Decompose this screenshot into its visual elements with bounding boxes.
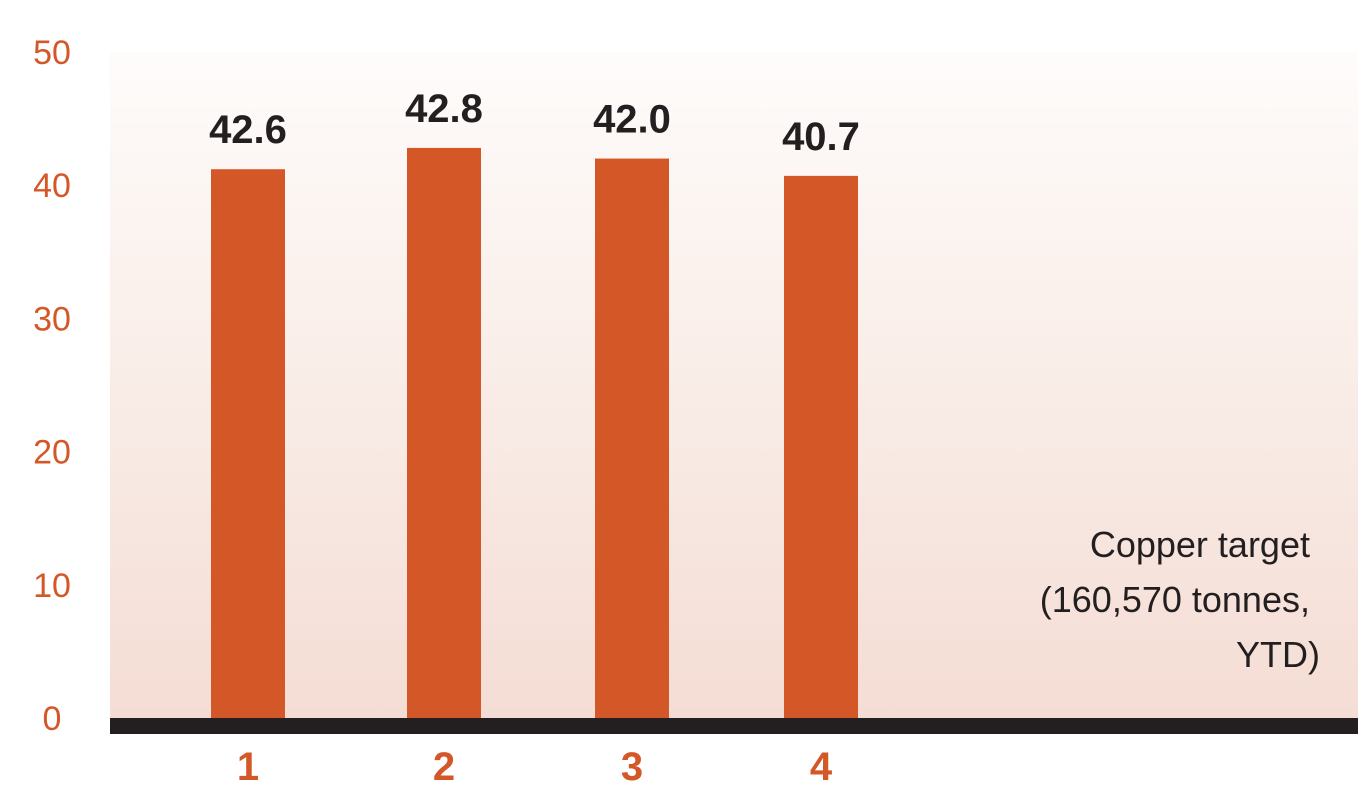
x-axis-ticks: 1 2 3 4 xyxy=(237,745,833,789)
bars xyxy=(211,147,858,719)
y-tick-label: 0 xyxy=(43,700,62,738)
x-tick-label-3: 3 xyxy=(621,745,643,789)
x-tick-label-2: 2 xyxy=(433,745,455,789)
plot-background xyxy=(110,52,1358,718)
bar-2 xyxy=(407,147,481,719)
x-axis-line xyxy=(110,718,1358,734)
y-tick-label: 10 xyxy=(33,567,71,605)
bar-4 xyxy=(784,175,858,719)
x-tick-label-4: 4 xyxy=(810,745,833,789)
annotation-line-2: (160,570 tonnes, xyxy=(1040,579,1310,620)
data-label-1: 42.6 xyxy=(209,108,287,152)
data-label-4: 40.7 xyxy=(782,115,860,159)
data-label-2: 42.8 xyxy=(405,87,483,131)
annotation-line-1: Copper target xyxy=(1090,524,1310,565)
y-axis-ticks: 0 10 20 30 40 50 xyxy=(33,34,71,738)
bar-1 xyxy=(211,169,285,718)
data-labels: 42.6 42.8 42.0 40.7 xyxy=(209,87,860,159)
annotation-copper-target: Copper target (160,570 tonnes, YTD) xyxy=(1040,524,1320,675)
y-tick-label: 40 xyxy=(33,167,71,205)
data-label-3: 42.0 xyxy=(593,98,671,142)
bar-3 xyxy=(595,158,669,718)
annotation-line-3: YTD) xyxy=(1236,634,1320,675)
x-tick-label-1: 1 xyxy=(237,745,259,789)
y-tick-label: 20 xyxy=(33,434,71,472)
y-tick-label: 30 xyxy=(33,300,71,338)
y-tick-label: 50 xyxy=(33,34,71,72)
